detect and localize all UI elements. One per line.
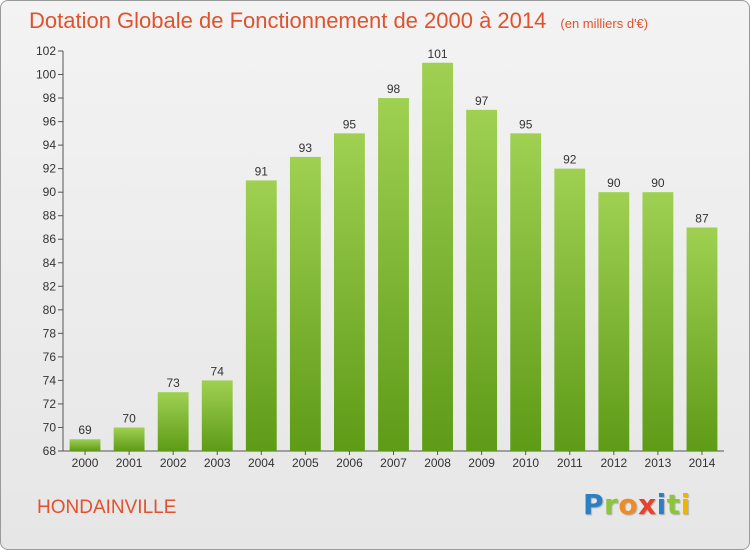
x-tick-label: 2004	[248, 456, 275, 470]
x-tick-label: 2010	[512, 456, 539, 470]
data-label: 69	[78, 423, 92, 437]
y-tick-label: 74	[43, 373, 57, 387]
y-tick-label: 90	[43, 185, 57, 199]
bar	[157, 392, 189, 451]
x-tick-label: 2007	[380, 456, 407, 470]
y-tick-label: 78	[43, 326, 57, 340]
data-label: 92	[563, 153, 577, 167]
logo-letter: i	[680, 488, 691, 521]
y-tick-label: 98	[43, 91, 57, 105]
y-tick-label: 88	[43, 209, 57, 223]
data-label: 101	[428, 47, 448, 61]
y-tick-label: 100	[36, 68, 56, 82]
x-tick-label: 2013	[645, 456, 672, 470]
bar	[510, 133, 542, 451]
logo-letter: o	[618, 488, 639, 521]
y-tick-label: 86	[43, 232, 57, 246]
bar	[466, 109, 498, 451]
y-tick-label: 92	[43, 162, 57, 176]
data-label: 70	[122, 411, 136, 425]
data-label: 74	[211, 364, 225, 378]
y-tick-label: 82	[43, 279, 57, 293]
y-tick-label: 102	[36, 44, 56, 58]
bar	[201, 380, 233, 451]
x-tick-label: 2008	[424, 456, 451, 470]
logo-letter: x	[638, 488, 657, 521]
logo-letter: i	[656, 488, 667, 521]
y-tick-label: 84	[43, 256, 57, 270]
bar	[554, 168, 586, 451]
bar	[378, 98, 409, 451]
data-label: 95	[343, 117, 357, 131]
x-tick-label: 2001	[116, 456, 143, 470]
bar	[334, 133, 365, 451]
bar	[69, 439, 101, 451]
title-text: Dotation Globale de Fonctionnement de 20…	[29, 8, 547, 33]
y-tick-label: 96	[43, 115, 57, 129]
x-tick-label: 2000	[72, 456, 99, 470]
x-tick-label: 2002	[160, 456, 187, 470]
x-tick-label: 2011	[557, 456, 583, 470]
y-tick-label: 68	[43, 444, 57, 458]
y-tick-label: 94	[43, 138, 57, 152]
data-label: 93	[299, 141, 313, 155]
bar	[422, 62, 453, 451]
x-tick-label: 2012	[600, 456, 627, 470]
x-tick-label: 2006	[336, 456, 363, 470]
data-label: 95	[519, 117, 533, 131]
data-label: 91	[255, 164, 269, 178]
y-axis: 68 70 72 74 76 78 80 82 84 86 88 90 92 94 96 98 100 102	[36, 44, 64, 458]
data-label: 90	[607, 176, 621, 190]
x-tick-label: 2014	[689, 456, 716, 470]
data-label: 97	[475, 94, 489, 108]
x-tick-label: 2003	[204, 456, 231, 470]
data-label: 87	[695, 211, 709, 225]
bars-group: 69 70 73 74 91 93 95 98 101 97 95 92 90 90 87	[69, 47, 718, 452]
x-axis: 2000 2001 2002 2003 2004 2005 2006 2007 2008 2009…	[63, 450, 724, 470]
x-tick-label: 2005	[292, 456, 319, 470]
data-label: 90	[651, 176, 665, 190]
commune-name: HONDAINVILLE	[37, 497, 177, 518]
bar	[598, 192, 630, 452]
bar	[245, 180, 277, 452]
y-tick-label: 76	[43, 350, 57, 364]
unit-label: (en milliers d'€)	[560, 16, 649, 31]
bar	[686, 227, 718, 451]
chart-title: Dotation Globale de Fonctionnement de 20…	[29, 8, 648, 34]
bar	[642, 192, 674, 452]
data-label: 98	[387, 82, 401, 96]
proxiti-logo: Proxiti	[583, 488, 691, 521]
logo-letter: t	[666, 488, 681, 521]
bar	[289, 156, 321, 451]
bar	[113, 427, 145, 451]
y-tick-label: 80	[43, 303, 57, 317]
y-tick-label: 70	[43, 420, 57, 434]
data-label: 73	[166, 376, 180, 390]
x-tick-label: 2009	[468, 456, 495, 470]
y-tick-label: 72	[43, 397, 57, 411]
logo-letter: P	[583, 488, 605, 521]
logo-letter: r	[604, 488, 619, 521]
